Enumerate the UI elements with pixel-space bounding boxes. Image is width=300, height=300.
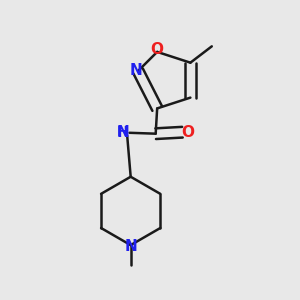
Text: H: H [116, 125, 128, 140]
Text: O: O [181, 125, 194, 140]
Text: N: N [124, 238, 137, 253]
Text: O: O [151, 42, 164, 57]
Text: N: N [129, 64, 142, 79]
Text: N: N [116, 125, 129, 140]
